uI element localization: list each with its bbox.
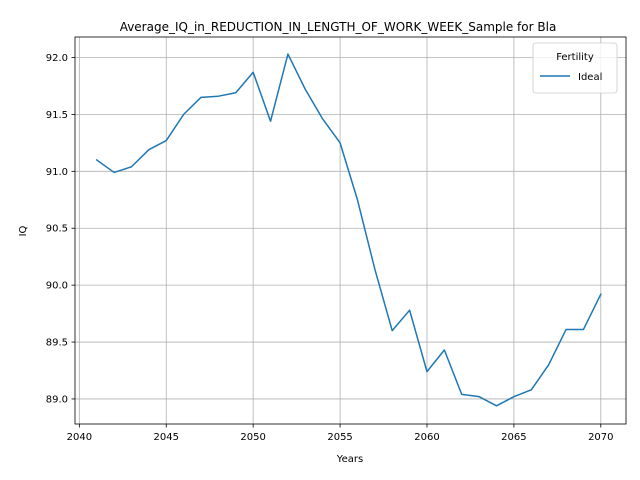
legend-title: Fertility bbox=[556, 52, 594, 63]
y-tick-label: 91.0 bbox=[46, 167, 68, 178]
x-tick-label: 2065 bbox=[501, 432, 526, 443]
legend-box bbox=[533, 43, 617, 93]
y-tick-label: 92.0 bbox=[46, 53, 68, 64]
y-tick-label: 91.5 bbox=[46, 110, 68, 121]
x-tick-label: 2040 bbox=[67, 432, 92, 443]
chart-title: Average_IQ_in_REDUCTION_IN_LENGTH_OF_WOR… bbox=[120, 20, 557, 34]
y-tick-label: 89.0 bbox=[46, 394, 68, 405]
y-tick-label: 90.5 bbox=[46, 224, 68, 235]
x-tick-label: 2070 bbox=[588, 432, 613, 443]
y-axis-label: IQ bbox=[18, 225, 29, 236]
legend-entry-ideal: Ideal bbox=[578, 72, 602, 83]
x-tick-label: 2060 bbox=[414, 432, 439, 443]
x-tick-label: 2055 bbox=[327, 432, 352, 443]
legend: Fertility Ideal bbox=[533, 43, 617, 93]
x-tick-label: 2045 bbox=[154, 432, 179, 443]
y-tick-label: 90.0 bbox=[46, 281, 68, 292]
y-tick-label: 89.5 bbox=[46, 338, 68, 349]
x-tick-label: 2050 bbox=[240, 432, 265, 443]
x-axis-label: Years bbox=[336, 454, 363, 465]
